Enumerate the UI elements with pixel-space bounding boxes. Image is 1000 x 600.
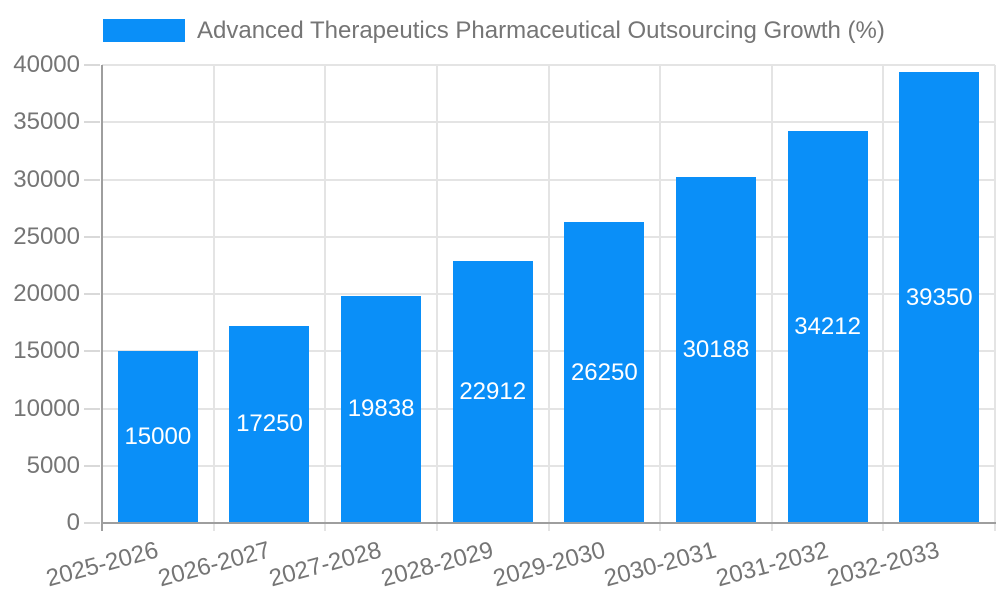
y-tick-mark — [84, 64, 100, 66]
y-tick-mark — [84, 235, 100, 238]
bar-value-label: 19838 — [347, 395, 415, 423]
bar-value-label: 17250 — [236, 410, 303, 438]
legend: Advanced Therapeutics Pharmaceutical Out… — [0, 0, 1000, 55]
bar-2032-2033[interactable]: 39350 — [899, 72, 980, 523]
bar-2029-2030[interactable]: 26250 — [564, 222, 645, 523]
x-gridline — [435, 65, 438, 531]
x-gridline — [994, 65, 996, 531]
bar-value-label: 34212 — [794, 313, 861, 341]
legend-label[interactable]: Advanced Therapeutics Pharmaceutical Out… — [197, 17, 885, 44]
plot-area: 0 5000 10000 15000 20000 25000 30000 35000 40000… — [13, 53, 996, 592]
y-axis-tick-label: 0 — [66, 509, 80, 536]
x-gridline — [882, 65, 885, 531]
y-axis-tick-label: 10000 — [13, 394, 80, 422]
x-gridline — [324, 65, 327, 531]
bar-2025-2026[interactable]: 15000 — [117, 351, 198, 523]
bar-value-label: 30188 — [682, 336, 750, 364]
y-axis-tick-label: 30000 — [13, 165, 80, 193]
y-tick-mark — [84, 121, 100, 124]
x-axis-tick-label: 2032-2033 — [824, 536, 943, 593]
y-axis-line — [101, 65, 103, 531]
x-axis-line — [101, 522, 996, 524]
x-gridline — [659, 65, 662, 531]
x-gridline — [212, 65, 215, 531]
bar-2026-2027[interactable]: 17250 — [229, 325, 310, 523]
x-axis-tick-label: 2030-2031 — [601, 536, 720, 593]
y-axis-tick-label: 25000 — [13, 222, 80, 250]
y-axis-tick-label: 15000 — [13, 337, 80, 365]
y-tick-mark — [84, 178, 100, 181]
y-axis-tick-label: 40000 — [13, 51, 80, 78]
y-tick-mark — [84, 407, 100, 410]
bar-value-label: 39350 — [905, 283, 973, 311]
legend-swatch[interactable] — [103, 19, 185, 42]
x-gridline — [770, 65, 773, 531]
x-axis-tick-label: 2029-2030 — [489, 536, 608, 593]
y-axis-tick-label: 5000 — [26, 451, 80, 479]
x-axis-tick-label: 2025-2026 — [43, 536, 162, 593]
y-axis-tick-label: 35000 — [13, 108, 80, 136]
y-axis-tick-label: 20000 — [13, 280, 80, 307]
bar-2030-2031[interactable]: 30188 — [675, 177, 756, 523]
x-axis-tick-label: 2026-2027 — [154, 536, 273, 593]
bar-value-label: 15000 — [124, 423, 192, 451]
x-axis-tick-label: 2027-2028 — [266, 536, 385, 593]
x-gridline — [547, 65, 550, 531]
bar-2028-2029[interactable]: 22912 — [452, 260, 533, 523]
bar-2027-2028[interactable]: 19838 — [341, 295, 422, 523]
y-tick-mark — [84, 350, 100, 353]
bar-value-label: 22912 — [459, 377, 527, 405]
bar-2031-2032[interactable]: 34212 — [787, 131, 868, 523]
y-tick-mark — [84, 464, 100, 467]
y-tick-mark — [84, 293, 100, 295]
bar-value-label: 26250 — [570, 358, 638, 386]
y-tick-mark — [84, 522, 100, 524]
x-axis-tick-label: 2031-2032 — [713, 536, 831, 593]
x-axis-tick-label: 2028-2029 — [378, 536, 497, 593]
